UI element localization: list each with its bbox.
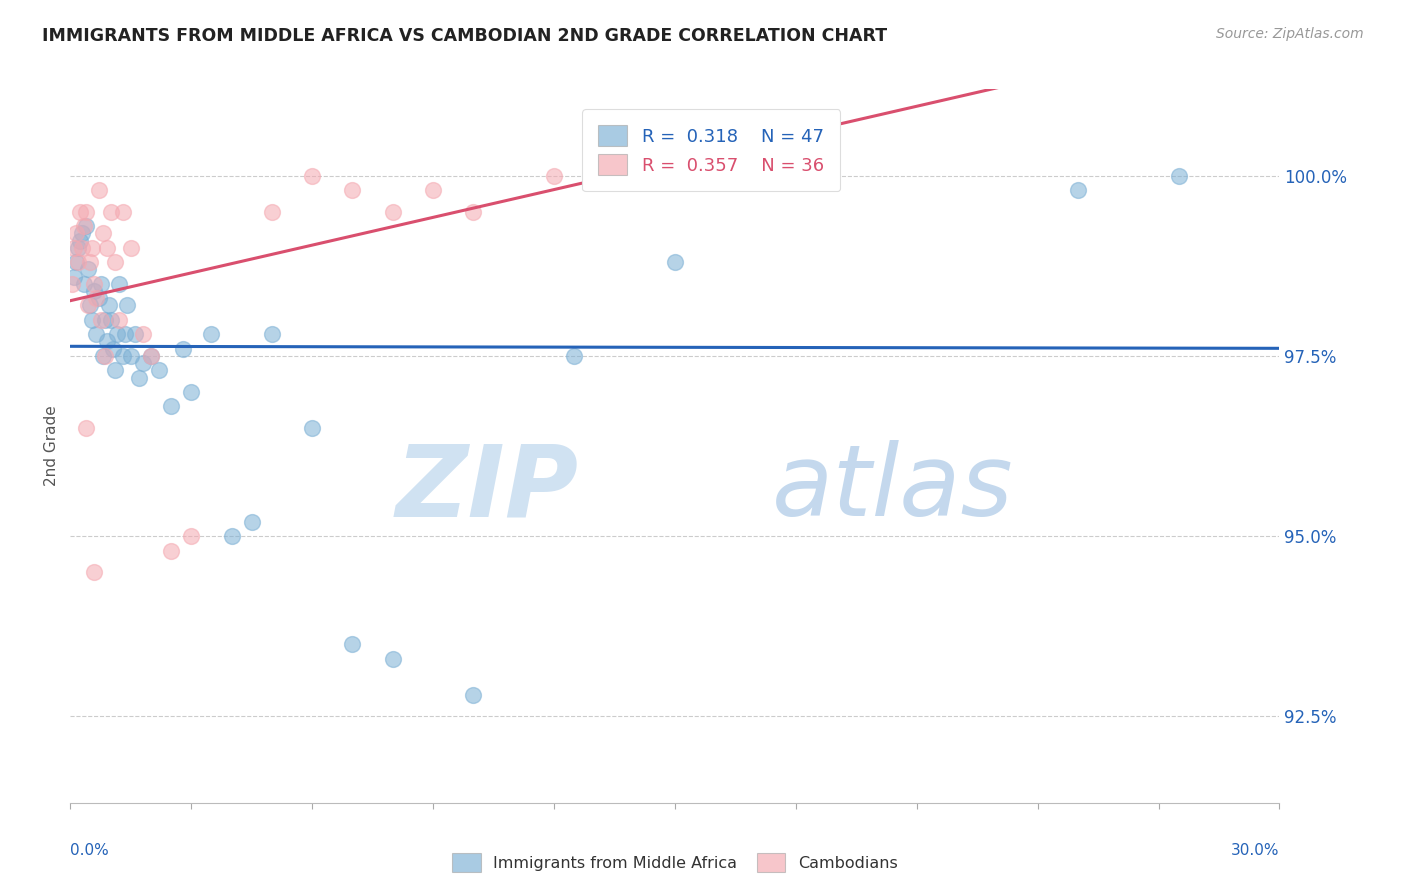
Text: Source: ZipAtlas.com: Source: ZipAtlas.com <box>1216 27 1364 41</box>
Point <box>100 313 122 327</box>
Point <box>104 255 127 269</box>
Point <box>111 204 134 219</box>
Legend: Immigrants from Middle Africa, Cambodians: Immigrants from Middle Africa, Cambodian… <box>444 845 905 880</box>
Point <box>67 241 90 255</box>
Point <box>463 204 485 219</box>
Text: atlas: atlas <box>772 441 1014 537</box>
Point <box>301 421 323 435</box>
Point <box>562 349 585 363</box>
Point <box>79 298 101 312</box>
Point <box>83 565 105 579</box>
Point <box>96 334 118 349</box>
Point <box>93 349 115 363</box>
Point <box>115 298 138 312</box>
Point <box>93 313 115 327</box>
Point <box>342 183 364 197</box>
Point <box>82 241 104 255</box>
Point <box>83 284 105 298</box>
Point <box>86 291 108 305</box>
Point <box>128 370 150 384</box>
Point <box>111 349 134 363</box>
Point <box>83 277 105 291</box>
Point <box>100 204 122 219</box>
Point <box>132 327 155 342</box>
Point <box>87 183 110 197</box>
Point <box>260 327 283 342</box>
Point <box>69 234 91 248</box>
Point <box>260 204 283 219</box>
Point <box>180 384 202 399</box>
Point <box>90 313 111 327</box>
Point <box>342 637 364 651</box>
Point <box>75 219 97 234</box>
Point <box>96 241 118 255</box>
Text: 0.0%: 0.0% <box>70 843 110 858</box>
Point <box>67 255 90 269</box>
Point <box>65 255 87 269</box>
Y-axis label: 2nd Grade: 2nd Grade <box>44 406 59 486</box>
Point <box>124 327 146 342</box>
Point <box>114 327 136 342</box>
Point <box>543 169 565 183</box>
Point <box>463 688 485 702</box>
Point <box>381 651 404 665</box>
Point <box>107 313 129 327</box>
Point <box>301 169 323 183</box>
Point <box>75 421 97 435</box>
Point <box>139 349 162 363</box>
Point <box>72 241 94 255</box>
Point <box>160 400 183 414</box>
Point <box>107 277 129 291</box>
Point <box>60 277 83 291</box>
Point <box>104 363 127 377</box>
Point <box>69 204 91 219</box>
Point <box>139 349 162 363</box>
Point <box>132 356 155 370</box>
Point <box>77 298 100 312</box>
Point <box>180 529 202 543</box>
Point <box>200 327 222 342</box>
Point <box>172 342 194 356</box>
Point <box>65 227 87 241</box>
Point <box>105 327 128 342</box>
Point <box>1067 183 1090 197</box>
Legend: R =  0.318    N = 47, R =  0.357    N = 36: R = 0.318 N = 47, R = 0.357 N = 36 <box>582 109 841 191</box>
Point <box>381 204 404 219</box>
Text: 30.0%: 30.0% <box>1232 843 1279 858</box>
Point <box>73 277 96 291</box>
Point <box>73 219 96 234</box>
Point <box>664 255 686 269</box>
Point <box>101 342 124 356</box>
Point <box>1167 169 1189 183</box>
Point <box>422 183 444 197</box>
Point <box>82 313 104 327</box>
Point <box>240 515 263 529</box>
Point <box>148 363 170 377</box>
Point <box>91 349 114 363</box>
Text: IMMIGRANTS FROM MIDDLE AFRICA VS CAMBODIAN 2ND GRADE CORRELATION CHART: IMMIGRANTS FROM MIDDLE AFRICA VS CAMBODI… <box>42 27 887 45</box>
Text: ZIP: ZIP <box>395 441 578 537</box>
Point <box>86 327 108 342</box>
Point <box>63 241 86 255</box>
Point <box>87 291 110 305</box>
Point <box>120 241 142 255</box>
Point <box>77 262 100 277</box>
Point <box>91 227 114 241</box>
Point <box>160 543 183 558</box>
Point <box>63 269 86 284</box>
Point <box>79 255 101 269</box>
Point <box>90 277 111 291</box>
Point <box>97 298 120 312</box>
Point <box>75 204 97 219</box>
Point <box>72 227 94 241</box>
Point <box>221 529 243 543</box>
Point <box>120 349 142 363</box>
